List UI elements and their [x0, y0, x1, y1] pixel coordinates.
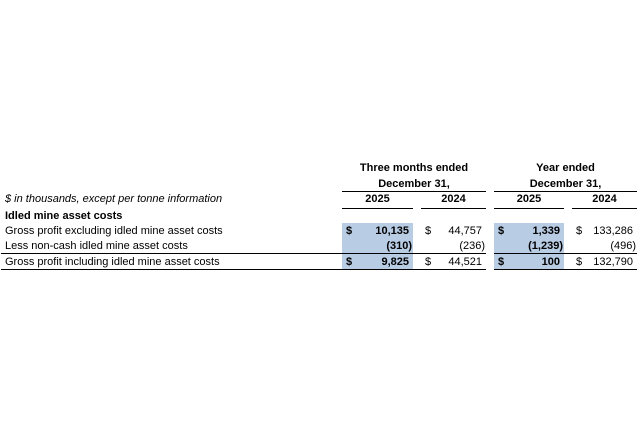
col-header-year-2025: 2025 [494, 191, 564, 209]
group-header-row-1: Three months ended Year ended [1, 159, 637, 175]
cell-value: 1,339 [532, 225, 560, 237]
money-cell: $100 [494, 252, 564, 270]
spacer-cell [413, 238, 421, 253]
spacer-cell [486, 223, 494, 238]
money-cell: $44,521 [421, 252, 486, 270]
money-cell: $10,135 [342, 223, 413, 238]
col-header-three-months-2024: 2024 [421, 191, 486, 209]
cell-value: 132,790 [593, 255, 634, 268]
group-header-three-months-line1: Three months ended [359, 162, 469, 174]
spacer-cell [486, 253, 494, 269]
group-header-three-months-line2: December 31, [342, 175, 486, 192]
cell-value: 44,521 [448, 255, 482, 268]
spacer-cell [1, 175, 342, 191]
money-cell: $9,825 [342, 252, 413, 270]
idled-mine-asset-costs-table: Three months ended Year ended December 3… [1, 159, 638, 270]
currency-symbol: $ [498, 225, 505, 237]
row-label: Gross profit including idled mine asset … [1, 252, 342, 270]
money-cell: (496) [572, 238, 637, 253]
spacer-cell [564, 191, 572, 208]
group-header-row-2: December 31, December 31, [1, 175, 638, 192]
table-row-gross-profit-including: Gross profit including idled mine asset … [1, 252, 638, 270]
money-cell: $133,286 [572, 223, 637, 238]
group-header-year-line2: December 31, [494, 175, 638, 192]
col-header-year-2024: 2024 [572, 191, 638, 209]
spacer-cell [486, 238, 494, 253]
spacer-cell [1, 159, 342, 175]
spacer-cell [564, 252, 572, 270]
section-header-row: Idled mine asset costs [1, 208, 637, 223]
money-cell: $44,757 [421, 223, 486, 238]
row-label: Less non-cash idled mine asset costs [5, 239, 188, 252]
spacer-cell [486, 175, 494, 191]
cell-value: (1,239) [528, 239, 563, 252]
spacer-cell [564, 238, 572, 253]
cell-value: 44,757 [448, 225, 482, 237]
group-header-year-line1: Year ended [536, 162, 595, 174]
money-cell: (1,239) [494, 238, 564, 253]
money-cell: $132,790 [572, 252, 638, 270]
currency-symbol: $ [425, 255, 432, 268]
cell-value: (496) [610, 239, 637, 252]
currency-symbol: $ [576, 225, 583, 237]
money-cell: (310) [342, 238, 413, 253]
currency-symbol: $ [576, 255, 583, 268]
currency-symbol: $ [346, 255, 353, 268]
spacer-cell [413, 191, 421, 208]
currency-symbol: $ [498, 255, 505, 268]
cell-value: (236) [459, 239, 485, 252]
units-note: $ in thousands, except per tonne informa… [5, 193, 223, 205]
section-header: Idled mine asset costs [5, 210, 123, 222]
spacer-cell [486, 191, 494, 208]
row-label: Gross profit excluding idled mine asset … [5, 225, 223, 237]
currency-symbol: $ [425, 225, 432, 237]
money-cell: $1,339 [494, 223, 564, 238]
cell-value: 10,135 [375, 225, 409, 237]
year-header-row: $ in thousands, except per tonne informa… [1, 191, 638, 209]
cell-value: 133,286 [593, 225, 634, 237]
spacer-cell [564, 223, 572, 238]
spacer-cell [413, 252, 421, 270]
cell-value: (310) [386, 239, 412, 252]
spacer-cell [413, 223, 421, 238]
table-row-gross-profit-excluding: Gross profit excluding idled mine asset … [1, 223, 637, 238]
money-cell: (236) [421, 238, 486, 253]
spacer-cell [486, 159, 494, 175]
currency-symbol: $ [346, 225, 353, 237]
cell-value: 100 [541, 255, 560, 268]
table-row-less-non-cash: Less non-cash idled mine asset costs (31… [1, 238, 637, 253]
col-header-three-months-2025: 2025 [342, 191, 413, 209]
cell-value: 9,825 [381, 255, 409, 268]
